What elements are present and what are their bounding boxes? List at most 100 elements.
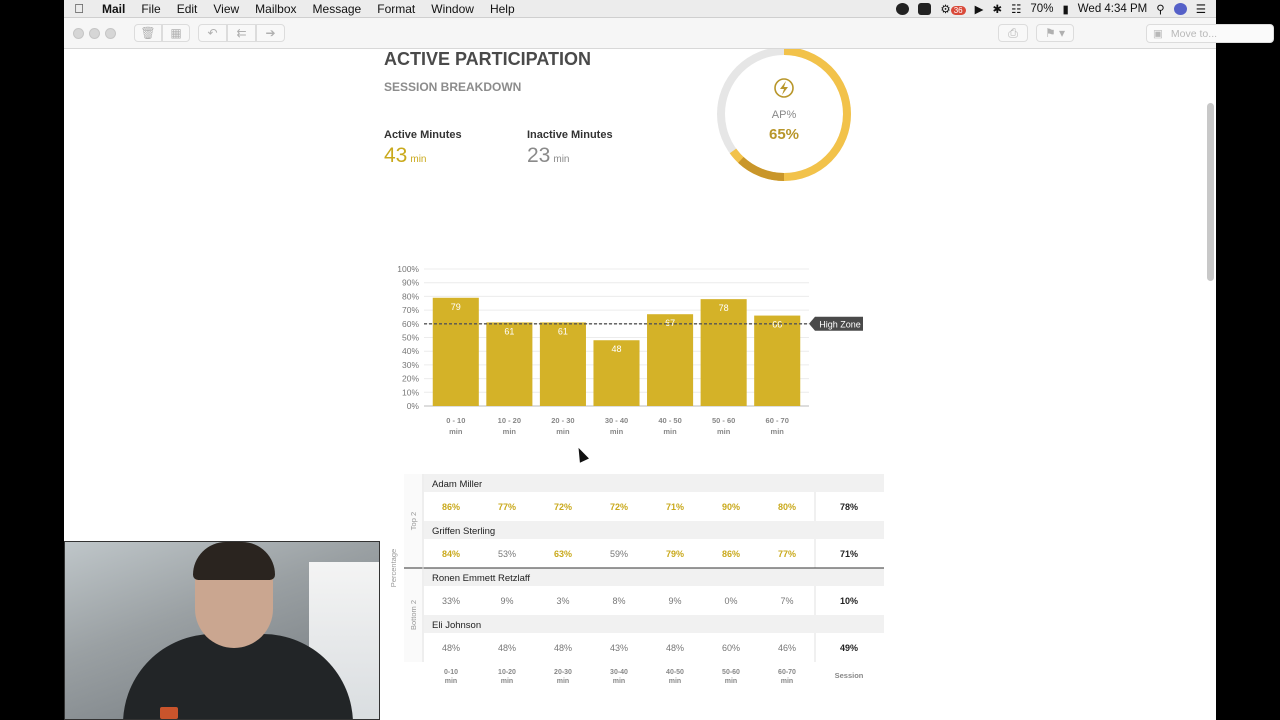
y-tick-label: 70% — [402, 305, 419, 315]
participant-name-row — [424, 474, 884, 492]
bar-value-label: 48 — [611, 344, 621, 354]
participant-name-row — [424, 521, 884, 539]
bar — [593, 340, 640, 406]
archive-button[interactable]: ▦ — [162, 24, 190, 42]
menu-window[interactable]: Window — [431, 1, 474, 16]
x-tick-unit: min — [771, 427, 785, 436]
notification-badge: 36 — [950, 5, 966, 15]
clock[interactable]: Wed 4:34 PM — [1077, 2, 1148, 15]
bar — [539, 322, 586, 406]
x-tick-label: 0 - 10 — [446, 416, 465, 425]
participant-value: 86% — [442, 502, 460, 512]
participant-value: 59% — [610, 549, 628, 559]
extension-icon[interactable]: ⚙ 36 — [940, 2, 966, 16]
bar — [754, 315, 801, 406]
trash-button[interactable]: 🗑 — [134, 24, 162, 42]
page-subtitle: SESSION BREAKDOWN — [384, 80, 522, 94]
x-tick-unit: min — [663, 427, 677, 436]
reply-all-button[interactable]: ⇇ — [227, 24, 256, 42]
participant-values-row — [424, 539, 884, 568]
close-window-icon[interactable] — [73, 27, 84, 39]
y-tick-label: 20% — [402, 374, 419, 384]
participant-value: 63% — [554, 549, 572, 559]
check-icon[interactable] — [896, 2, 910, 15]
participant-value: 77% — [498, 502, 516, 512]
column-label-unit: min — [781, 678, 793, 685]
x-tick-unit: min — [610, 427, 624, 436]
bar-value-label: 78 — [719, 303, 729, 313]
column-label-unit: min — [501, 678, 513, 685]
bar — [486, 322, 533, 406]
reply-button[interactable]: ↶ — [198, 24, 227, 42]
bar — [700, 299, 747, 406]
forward-button[interactable]: ➔ — [256, 24, 285, 42]
participant-values-row — [424, 633, 884, 662]
hoodie-logo — [160, 707, 178, 719]
participant-name: Adam Miller — [432, 479, 482, 490]
wifi-icon[interactable]: ☷ — [1011, 3, 1022, 16]
participant-values-row — [424, 586, 884, 615]
zoom-icon[interactable] — [918, 2, 932, 15]
siri-icon[interactable] — [1173, 2, 1187, 15]
battery-icon[interactable]: ▮ — [1062, 3, 1069, 16]
notification-center-icon[interactable]: ☰ — [1195, 3, 1206, 16]
bar — [432, 297, 479, 406]
participant-value: 46% — [778, 643, 796, 653]
bluetooth-icon[interactable]: ✱ — [992, 3, 1003, 16]
menu-file[interactable]: File — [141, 1, 161, 16]
menu-help[interactable]: Help — [489, 1, 515, 16]
battery-percent[interactable]: 70% — [1030, 2, 1054, 15]
participant-value: 86% — [722, 549, 740, 559]
minimize-window-icon[interactable] — [89, 27, 100, 39]
donut-value: 65% — [769, 126, 799, 143]
x-tick-unit: min — [503, 427, 517, 436]
participant-value: 79% — [666, 549, 684, 559]
column-label-range: 40-50 — [666, 669, 684, 676]
column-label-range: 10-20 — [498, 669, 516, 676]
menu-format[interactable]: Format — [377, 1, 416, 16]
menu-bar:  Mail File Edit View Mailbox Message Fo… — [64, 0, 1216, 18]
move-to-field[interactable]: ▣ Move to... — [1146, 24, 1274, 43]
participation-bar-chart: 0% 10% 20% 30% 40% 50% 60% 70% 80% 90% 100% 79 0 - 1… — [397, 264, 863, 436]
menu-message[interactable]: Message — [312, 1, 362, 16]
participant-name: Ronen Emmett Retzlaff — [432, 573, 530, 584]
bar — [647, 314, 694, 406]
participant-values-row — [424, 492, 884, 521]
x-tick-unit: min — [449, 427, 463, 436]
webcam-overlay — [64, 541, 380, 720]
active-minutes-value: 43 min — [384, 144, 426, 168]
menu-mailbox[interactable]: Mailbox — [255, 1, 297, 16]
participant-value: 77% — [778, 549, 796, 559]
menu-view[interactable]: View — [213, 1, 240, 16]
group-label-bottom: Bottom 2 — [409, 600, 418, 630]
donut-label: AP% — [772, 109, 797, 121]
participant-value: 48% — [498, 643, 516, 653]
x-tick-label: 20 - 30 — [551, 416, 574, 425]
inactive-minutes-label: Inactive Minutes — [527, 129, 613, 141]
active-minutes-label: Active Minutes — [384, 129, 462, 141]
y-tick-label: 50% — [402, 333, 419, 343]
inactive-minutes-unit: min — [553, 154, 570, 165]
print-button[interactable]: ⎙ — [998, 24, 1028, 42]
inactive-minutes-value: 23 min — [527, 144, 569, 168]
bar-value-label: 61 — [504, 326, 514, 336]
y-tick-label: 10% — [402, 387, 419, 397]
inactive-minutes-number: 23 — [527, 144, 551, 167]
column-label-range: 60-70 — [778, 669, 796, 676]
flag-button[interactable]: ⚑ ▾ — [1036, 24, 1074, 42]
participant-value: 48% — [666, 643, 684, 653]
group-label-top: Top 2 — [409, 512, 418, 530]
high-zone-tag — [809, 316, 863, 331]
active-minutes-unit: min — [410, 154, 427, 165]
column-label-range: 30-40 — [610, 669, 628, 676]
apple-menu-icon[interactable]:  — [64, 1, 94, 16]
zoom-window-icon[interactable] — [105, 27, 116, 39]
column-label-range: 20-30 — [554, 669, 572, 676]
menu-app-name[interactable]: Mail — [102, 1, 126, 16]
x-tick-label: 50 - 60 — [712, 416, 735, 425]
menu-edit[interactable]: Edit — [176, 1, 198, 16]
cast-icon[interactable]: ▶ — [974, 3, 984, 16]
spotlight-icon[interactable]: ⚲ — [1156, 3, 1165, 16]
scrollbar[interactable] — [1207, 103, 1214, 281]
column-label-unit: min — [445, 678, 457, 685]
